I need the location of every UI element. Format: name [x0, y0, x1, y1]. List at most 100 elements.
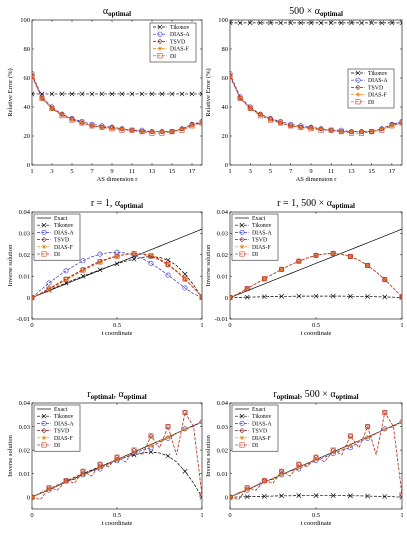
- series-tikonov: [32, 254, 202, 301]
- series-di: [32, 251, 202, 301]
- legend-label: Exact: [252, 407, 266, 413]
- data-point: [119, 91, 125, 97]
- y-tick-label: 0.03: [19, 231, 30, 238]
- y-tick-label: 0.04: [217, 209, 229, 216]
- y-tick-label: 0.01: [19, 273, 30, 280]
- data-point: [237, 95, 243, 101]
- data-point: [262, 479, 267, 484]
- x-tick-label: 11: [129, 168, 135, 175]
- y-tick-label: 0: [27, 494, 30, 501]
- x-tick-label: 0: [30, 512, 33, 519]
- data-point: [169, 91, 175, 97]
- data-point: [369, 129, 375, 135]
- y-tick-label: 0.01: [217, 273, 228, 280]
- y-axis-label: Inverse solution: [205, 244, 212, 286]
- legend-box: [347, 68, 395, 109]
- data-point: [159, 129, 165, 134]
- data-point: [179, 126, 185, 131]
- data-point: [330, 493, 336, 498]
- data-point: [79, 91, 85, 97]
- data-point: [279, 493, 285, 499]
- data-point: [330, 447, 336, 453]
- data-point: [46, 487, 52, 492]
- legend-marker: [239, 251, 245, 257]
- y-tick-label: 0.02: [19, 252, 30, 259]
- data-point: [63, 478, 69, 484]
- series-tikonov: [230, 293, 402, 301]
- data-point: [148, 433, 154, 439]
- legend-marker: [239, 244, 245, 249]
- data-point: [165, 261, 171, 267]
- data-point: [382, 294, 388, 300]
- y-tick-label: -0.01: [214, 316, 228, 323]
- y-tick-label: 0.03: [217, 231, 228, 238]
- data-point: [114, 261, 120, 267]
- data-point: [348, 20, 354, 26]
- legend-label: DIAS-A: [54, 230, 74, 236]
- series-di: [230, 251, 402, 301]
- data-point: [109, 126, 115, 131]
- data-point: [32, 494, 35, 500]
- legend-label: DIAS-A: [170, 32, 190, 38]
- data-point: [399, 20, 402, 26]
- data-point: [308, 20, 314, 26]
- chart-panel-5: 0 0.5 1 0 0.01 0.02 0.03 0.04 t coordinate Invers…: [7, 389, 204, 527]
- x-tick-label: 0: [30, 322, 33, 329]
- y-tick-label: 0.01: [19, 471, 30, 478]
- data-point: [149, 91, 155, 97]
- data-point: [32, 295, 35, 301]
- data-point: [182, 276, 188, 281]
- legend-label: DI: [54, 252, 60, 258]
- data-point: [296, 493, 302, 498]
- x-tick-label: 1: [200, 322, 203, 329]
- data-point: [298, 125, 304, 130]
- data-point: [32, 74, 35, 80]
- data-point: [382, 277, 388, 283]
- legend-label: TSVD: [54, 429, 69, 435]
- x-tick-label: 11: [328, 168, 334, 175]
- data-point: [165, 272, 171, 278]
- data-point: [97, 260, 103, 265]
- series-tikonov: [32, 91, 202, 97]
- y-tick-label: 0.03: [217, 424, 228, 431]
- data-point: [258, 112, 263, 117]
- data-point: [199, 492, 202, 498]
- y-axis-label: Inverse solution: [7, 434, 14, 476]
- y-tick-label: 0.02: [217, 447, 228, 454]
- data-point: [114, 454, 120, 460]
- legend-label: DI: [368, 100, 374, 106]
- data-point: [247, 105, 253, 111]
- data-point: [298, 20, 304, 26]
- series-line: [32, 421, 202, 498]
- x-tick-label: 17: [189, 168, 196, 175]
- legend-marker: [157, 38, 163, 45]
- legend-label: DI: [252, 252, 258, 258]
- data-point: [169, 129, 175, 135]
- data-point: [267, 117, 273, 123]
- data-point: [119, 127, 125, 133]
- legend-marker: [239, 435, 245, 440]
- data-point: [365, 493, 371, 499]
- x-tick-label: 5: [70, 168, 73, 175]
- data-point: [288, 20, 294, 26]
- y-axis-label: Relative Error (%): [205, 68, 212, 116]
- data-point: [399, 294, 402, 300]
- data-point: [149, 130, 155, 136]
- legend-label: DI: [170, 54, 176, 60]
- data-point: [330, 251, 336, 257]
- data-point: [296, 465, 301, 470]
- series-line: [32, 74, 202, 132]
- data-point: [379, 127, 385, 133]
- legend-label: DI: [252, 443, 258, 449]
- legend-marker: [41, 413, 47, 419]
- data-point: [347, 293, 353, 299]
- data-point: [230, 20, 233, 26]
- x-tick-label: 0: [228, 322, 231, 329]
- data-point: [114, 254, 120, 259]
- data-point: [328, 127, 334, 133]
